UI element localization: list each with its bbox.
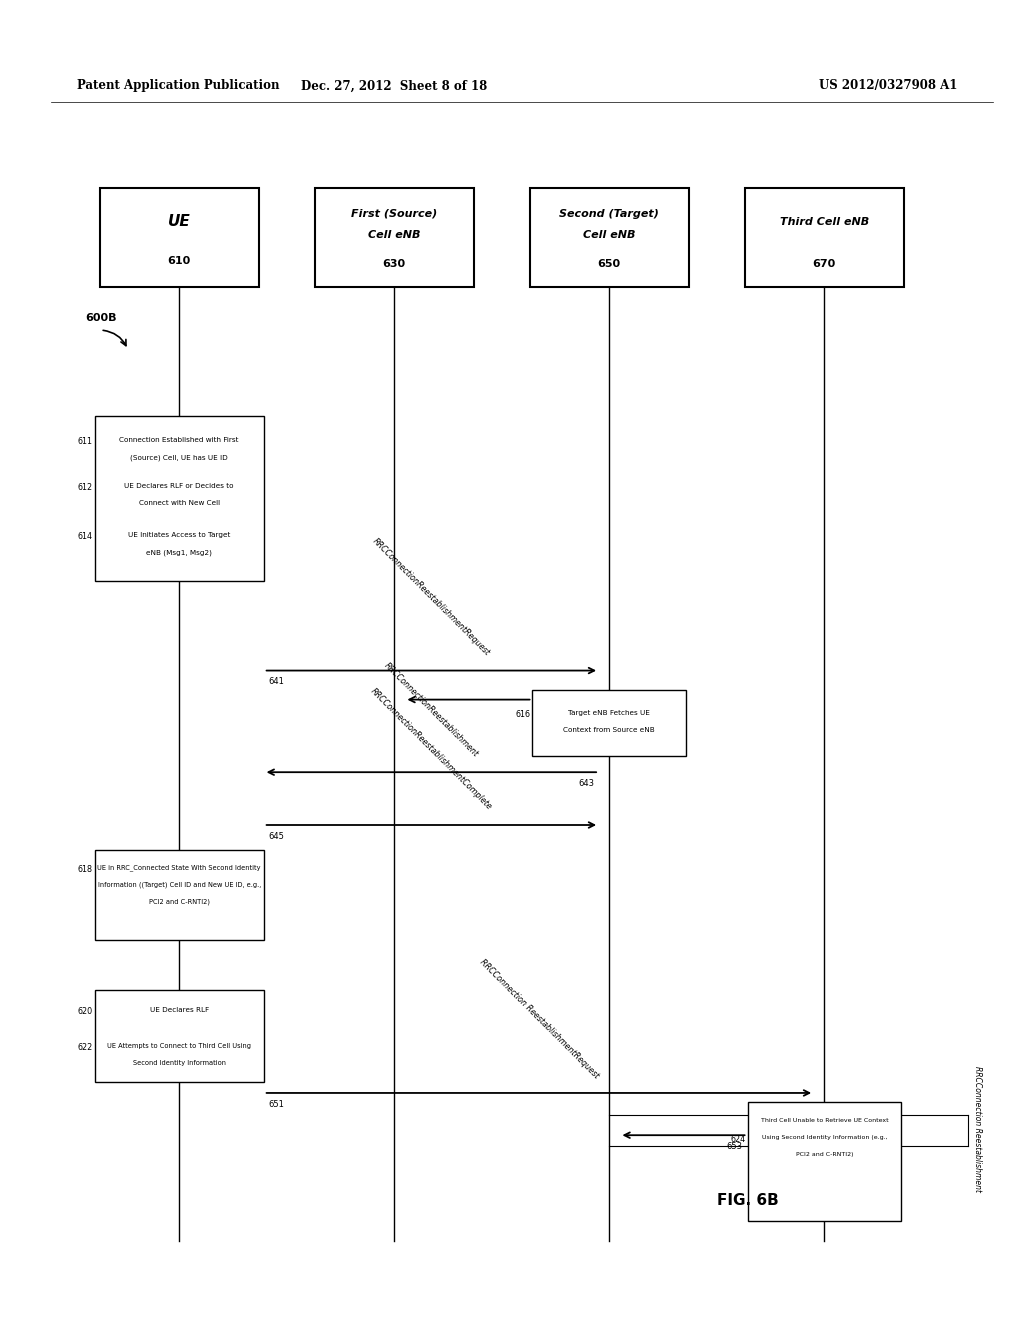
Text: (Source) Cell, UE has UE ID: (Source) Cell, UE has UE ID [130,454,228,461]
Text: Second Identity Information: Second Identity Information [133,1060,225,1067]
Text: 641: 641 [268,677,285,686]
FancyBboxPatch shape [94,990,264,1082]
Text: PCI2 and C-RNTI2): PCI2 and C-RNTI2) [796,1152,853,1158]
Text: RRCConnectionReestablishmentRequest: RRCConnectionReestablishmentRequest [371,536,492,657]
Text: UE Declares RLF: UE Declares RLF [150,1007,209,1014]
Text: US 2012/0327908 A1: US 2012/0327908 A1 [819,79,957,92]
FancyBboxPatch shape [94,417,264,581]
FancyBboxPatch shape [530,189,688,288]
Text: RRCConnectionReestablishment: RRCConnectionReestablishment [383,661,480,759]
Text: FIG. 6B: FIG. 6B [717,1193,778,1208]
Text: Patent Application Publication: Patent Application Publication [77,79,280,92]
Text: 622: 622 [78,1043,92,1052]
Text: Third Cell eNB: Third Cell eNB [779,216,869,227]
Text: Target eNB Fetches UE: Target eNB Fetches UE [568,710,650,717]
Text: 630: 630 [383,259,406,269]
Text: UE Initiates Access to Target: UE Initiates Access to Target [128,532,230,539]
Text: Connect with New Cell: Connect with New Cell [138,500,220,507]
Text: UE Declares RLF or Decides to: UE Declares RLF or Decides to [125,483,233,490]
Text: RRCConnection Reestablishment: RRCConnection Reestablishment [974,1065,982,1192]
Text: 645: 645 [268,832,285,841]
Text: Third Cell Unable to Retrieve UE Context: Third Cell Unable to Retrieve UE Context [761,1118,888,1123]
Text: 614: 614 [78,532,92,541]
FancyBboxPatch shape [745,189,904,288]
FancyBboxPatch shape [532,690,686,756]
Text: 618: 618 [78,865,92,874]
Text: First (Source): First (Source) [351,209,437,219]
FancyBboxPatch shape [748,1102,901,1221]
Text: Dec. 27, 2012  Sheet 8 of 18: Dec. 27, 2012 Sheet 8 of 18 [301,79,487,92]
Text: RRCConnectionReestablishmentComplete: RRCConnectionReestablishmentComplete [369,686,494,812]
Text: Connection Established with First: Connection Established with First [120,437,239,444]
Text: 611: 611 [78,437,92,446]
Text: Cell eNB: Cell eNB [368,230,421,240]
Text: 600B: 600B [85,313,117,323]
FancyBboxPatch shape [315,189,473,288]
Text: Using Second Identity Information (e.g.,: Using Second Identity Information (e.g., [762,1135,887,1140]
FancyBboxPatch shape [94,850,264,940]
Text: 670: 670 [813,259,836,269]
Text: 610: 610 [168,256,190,267]
Text: UE Attempts to Connect to Third Cell Using: UE Attempts to Connect to Third Cell Usi… [108,1043,251,1049]
Text: Cell eNB: Cell eNB [583,230,636,240]
Text: UE: UE [168,214,190,230]
Text: RRCConnection ReestablishmentRequest: RRCConnection ReestablishmentRequest [477,957,600,1080]
Text: 653: 653 [726,1142,742,1151]
Text: Context from Source eNB: Context from Source eNB [563,727,655,734]
Text: Information ((Target) Cell ID and New UE ID, e.g.,: Information ((Target) Cell ID and New UE… [97,882,261,888]
Text: 624: 624 [730,1135,745,1144]
Text: eNB (Msg1, Msg2): eNB (Msg1, Msg2) [146,549,212,556]
Text: 612: 612 [78,483,92,492]
Text: PCI2 and C-RNTI2): PCI2 and C-RNTI2) [148,899,210,906]
Text: 620: 620 [78,1007,92,1016]
Text: Second (Target): Second (Target) [559,209,659,219]
Text: UE in RRC_Connected State With Second Identity: UE in RRC_Connected State With Second Id… [97,865,261,871]
Text: 651: 651 [268,1100,285,1109]
Text: 616: 616 [515,710,530,719]
FancyBboxPatch shape [99,189,258,288]
Text: 650: 650 [598,259,621,269]
Text: 643: 643 [578,779,594,788]
